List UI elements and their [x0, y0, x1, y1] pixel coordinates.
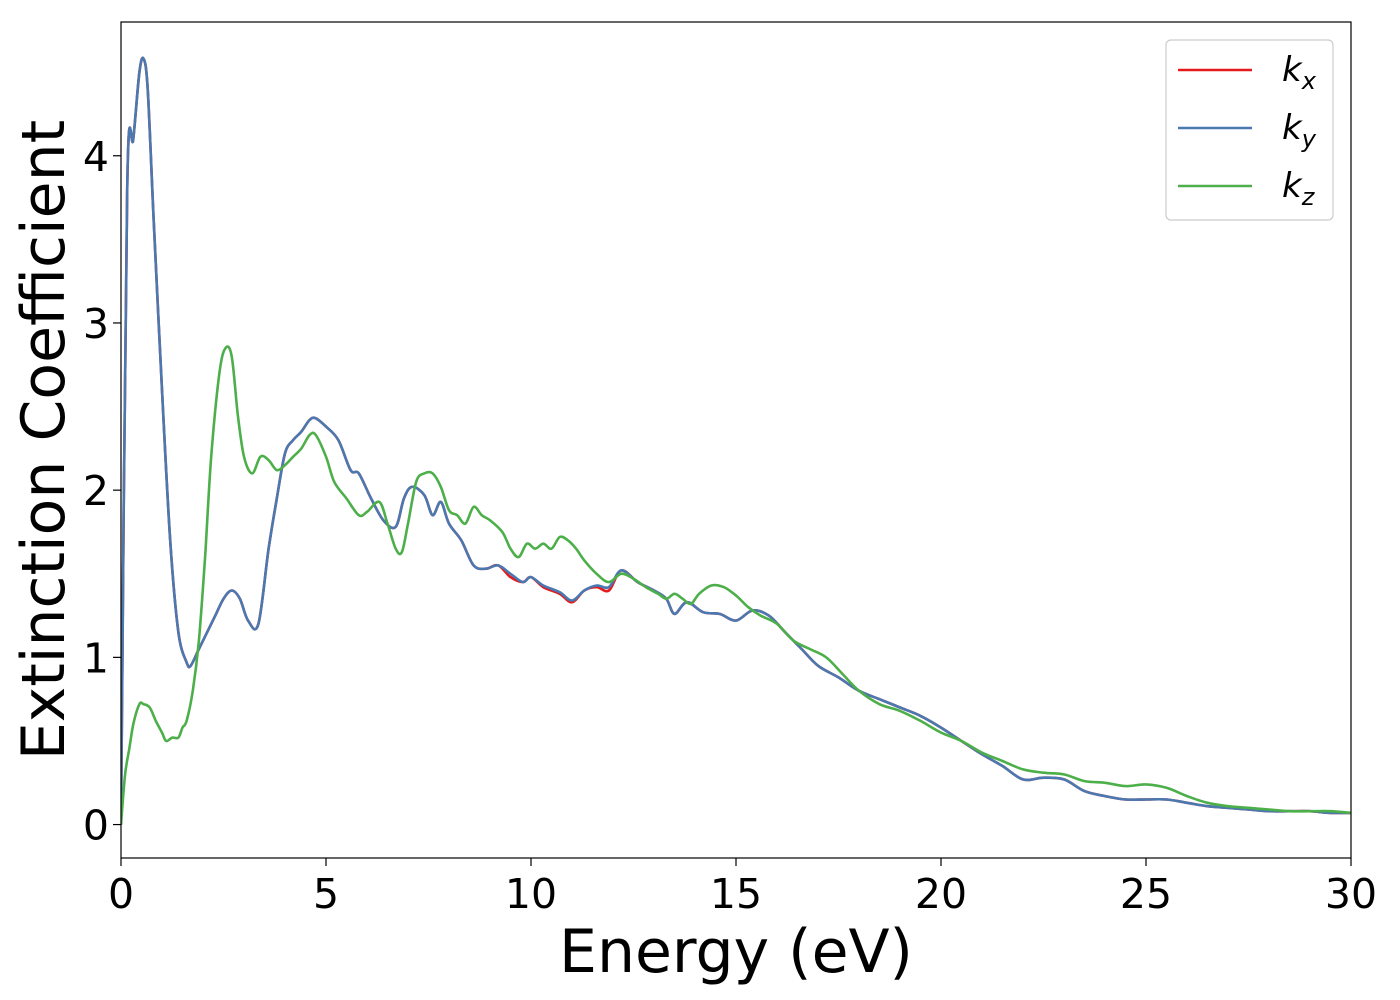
- x-axis-label: Energy (eV): [559, 917, 913, 987]
- legend-entry-subscript: z: [1301, 183, 1316, 211]
- legend-entry-name: k: [1282, 50, 1303, 90]
- y-axis-ticks: 0 1 2 3 4: [83, 133, 121, 850]
- legend-entry-subscript: y: [1301, 125, 1317, 153]
- x-tick-label: 30: [1325, 870, 1377, 918]
- x-tick-label: 20: [915, 870, 967, 918]
- y-tick-label: 0: [83, 802, 109, 850]
- legend-entry-ky: ky: [1282, 108, 1317, 153]
- legend-box: [1165, 39, 1334, 221]
- x-tick-label: 15: [710, 870, 762, 918]
- legend-entry-name: k: [1282, 166, 1303, 206]
- series-lines: [121, 56, 1351, 825]
- y-tick-label: 3: [83, 300, 109, 348]
- y-tick-label: 4: [83, 133, 109, 181]
- legend-entry-kx: kx: [1282, 50, 1317, 95]
- legend-entry-name: k: [1282, 108, 1303, 148]
- x-tick-label: 10: [505, 870, 557, 918]
- legend-entry-subscript: x: [1301, 67, 1317, 95]
- x-tick-label: 25: [1120, 870, 1172, 918]
- series-line-kz: [121, 345, 1351, 825]
- legend-entry-kz: kz: [1282, 166, 1316, 211]
- y-axis-label: Extinction Coefficient: [9, 120, 79, 760]
- x-tick-label: 0: [108, 870, 134, 918]
- x-axis-ticks: 0 5 10 15 20 25 30: [108, 858, 1377, 918]
- y-tick-label: 1: [83, 634, 109, 682]
- y-tick-label: 2: [83, 467, 109, 515]
- x-tick-label: 5: [313, 870, 339, 918]
